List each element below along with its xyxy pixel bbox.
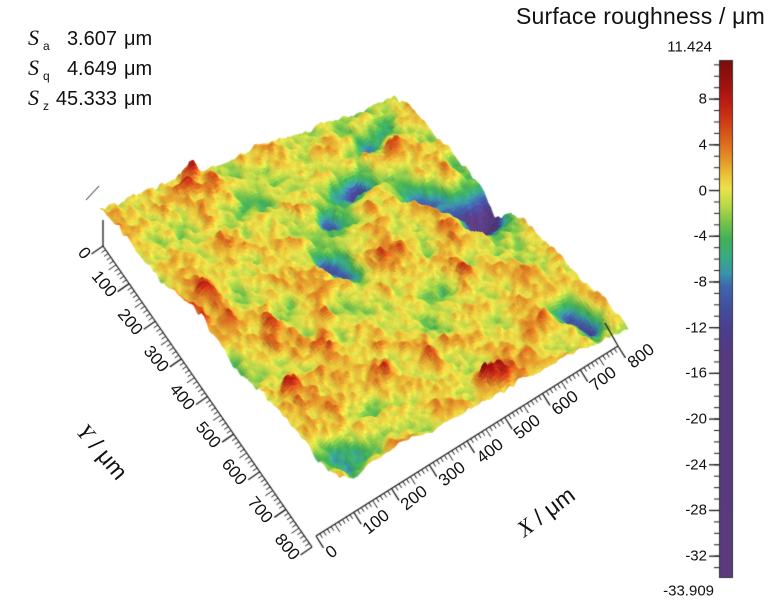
stat-unit: μm	[124, 28, 153, 50]
colorbar-tick-label: -8	[693, 273, 707, 291]
stat-subscript: z	[43, 99, 49, 113]
stat-value: 3.607	[66, 28, 117, 50]
stat-value: 45.333	[55, 88, 117, 110]
colorbar-tick-label: 4	[698, 136, 707, 154]
colorbar-min-label: -33.909	[663, 582, 714, 600]
chart-title: Surface roughness / μm	[515, 3, 765, 29]
colorbar-tick-label: 0	[698, 182, 707, 200]
colorbar-tick-label: -20	[685, 410, 707, 428]
stat-unit: μm	[124, 58, 153, 80]
colorbar-tick-label: -4	[693, 227, 707, 245]
colorbar-tick-label: -24	[685, 456, 707, 474]
stat-subscript: a	[43, 39, 50, 53]
stat-symbol: S	[28, 85, 39, 110]
stat-symbol: S	[28, 25, 39, 50]
colorbar-tick-label: -12	[685, 319, 707, 337]
stat-unit: μm	[124, 88, 153, 110]
colorbar-tick-label: -16	[685, 364, 707, 382]
colorbar-tick-label: -28	[685, 501, 707, 519]
stat-subscript: q	[43, 69, 50, 83]
colorbar-max-label: 11.424	[667, 38, 712, 56]
stat-value: 4.649	[66, 58, 117, 80]
stat-symbol: S	[28, 55, 39, 80]
colorbar-tick-label: -32	[685, 547, 707, 565]
colorbar-tick-label: 8	[698, 90, 707, 108]
